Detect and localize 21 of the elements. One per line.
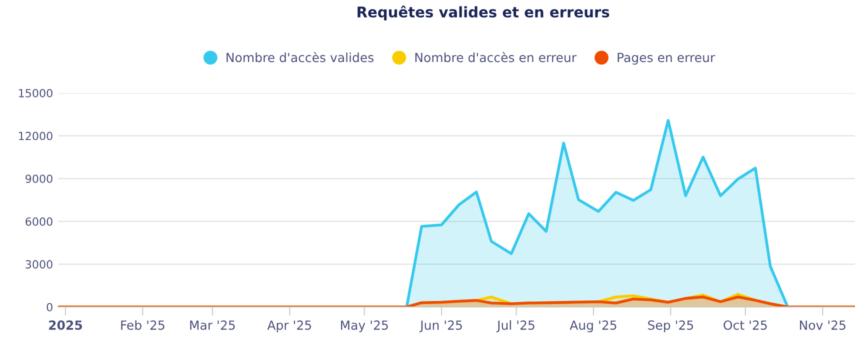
y-tick-label: 3000 [26, 260, 52, 269]
x-tick-label: Aug '25 [570, 320, 616, 332]
chart-title: Requêtes valides et en erreurs [358, 6, 610, 20]
x-tick-label: Jun '25 [419, 320, 462, 332]
legend-label: Pages en erreur [618, 52, 716, 65]
y-tick-label: 15000 [19, 88, 52, 98]
y-tick-label: 9000 [26, 174, 52, 183]
x-tick-label: Sep '25 [648, 320, 694, 332]
x-tick-label: May '25 [340, 320, 388, 332]
legend-label: Nombre d'accès en erreur [415, 52, 577, 62]
y-tick-label: 6000 [26, 217, 52, 226]
x-tick-label: 2025 [49, 320, 82, 330]
y-tick-label: 12000 [19, 132, 52, 140]
x-tick-label: Feb '25 [121, 320, 164, 330]
x-tick-label: Oct '25 [724, 320, 767, 330]
x-tick-label: Nov '25 [800, 320, 846, 330]
x-tick-label: Apr '25 [267, 320, 312, 332]
x-tick-label: Mar '25 [190, 320, 235, 330]
x-tick-label: Jul '25 [496, 320, 534, 332]
legend-label: Nombre d'accès valides [226, 52, 374, 62]
y-tick-label: 0 [46, 302, 52, 312]
